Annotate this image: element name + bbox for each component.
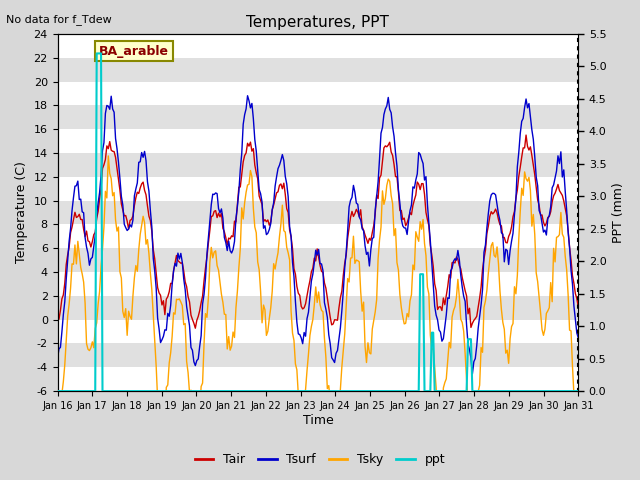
Y-axis label: PPT (mm): PPT (mm) <box>612 182 625 243</box>
Legend: Tair, Tsurf, Tsky, ppt: Tair, Tsurf, Tsky, ppt <box>189 448 451 471</box>
Text: No data for f_Tdew: No data for f_Tdew <box>6 14 112 25</box>
Bar <box>58 367 579 391</box>
Text: BA_arable: BA_arable <box>99 45 169 58</box>
Bar <box>58 129 579 153</box>
Bar <box>58 272 579 296</box>
Bar <box>58 320 579 344</box>
X-axis label: Time: Time <box>303 414 333 427</box>
Title: Temperatures, PPT: Temperatures, PPT <box>246 15 389 30</box>
Bar <box>58 82 579 106</box>
Bar <box>58 34 579 58</box>
Bar <box>58 177 579 201</box>
Y-axis label: Temperature (C): Temperature (C) <box>15 162 28 264</box>
Bar <box>58 225 579 248</box>
